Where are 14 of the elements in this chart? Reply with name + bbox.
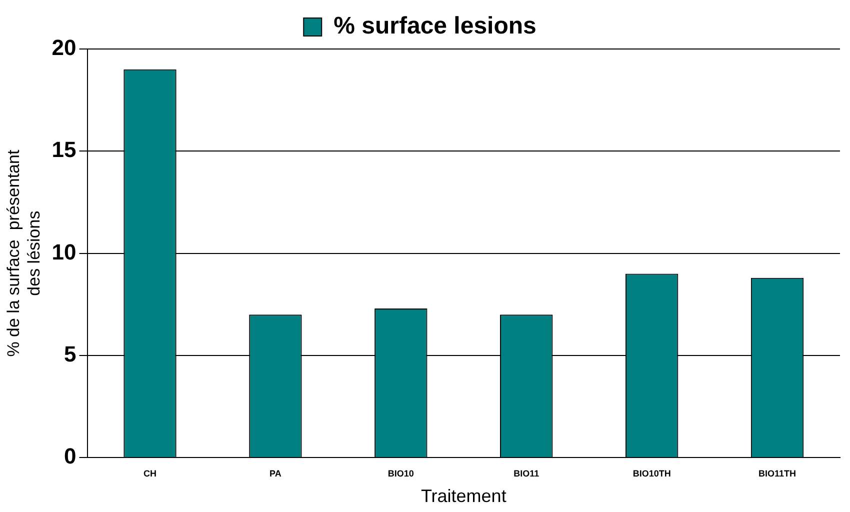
y-tick-label: 0 (64, 444, 76, 469)
y-tick-label: 5 (64, 342, 76, 367)
x-axis-title: Traitement (420, 486, 506, 506)
x-tick-label: BIO10 (388, 468, 414, 478)
y-tick-label: 20 (52, 35, 76, 60)
y-tick-label: 10 (52, 239, 76, 264)
x-tick-label: PA (270, 468, 282, 478)
y-axis-title: % de la surface présentant des lésions (4, 150, 44, 357)
x-tick-label: BIO10TH (632, 468, 671, 478)
y-tick-label: 15 (52, 137, 76, 162)
legend-label: % surface lesions (334, 12, 536, 40)
x-tick-label: CH (144, 468, 156, 478)
x-tick-label: BIO11 (514, 468, 540, 478)
x-tick-label: BIO11TH (758, 468, 796, 478)
